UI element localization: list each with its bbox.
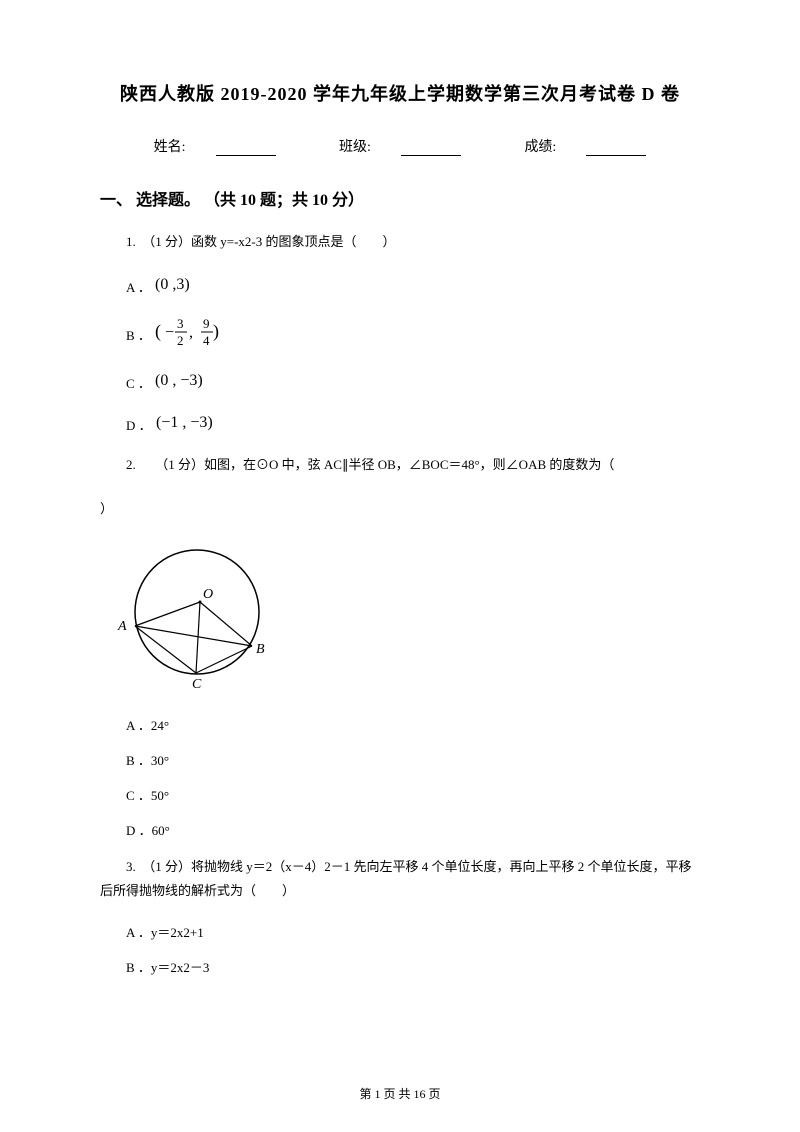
- q2-option-c: C ．50°: [126, 785, 700, 804]
- q1-a-formula: (0 ,3): [155, 273, 210, 299]
- svg-text:(−1 , −3): (−1 , −3): [156, 414, 213, 431]
- svg-text:(: (: [155, 321, 161, 342]
- svg-text:B: B: [256, 642, 265, 657]
- q3-option-a: A ．y＝2x2+1: [126, 922, 700, 941]
- svg-text:): ): [213, 321, 219, 342]
- q1-stem: 1. （1 分）函数 y=-x2-3 的图象顶点是（ ）: [100, 230, 700, 253]
- svg-text:C: C: [192, 677, 202, 690]
- q2-stem-close: ）: [74, 497, 700, 520]
- q1-option-b: B ． ( − 3 2 , 9 4 ): [126, 315, 700, 353]
- svg-text:,: ,: [189, 324, 193, 341]
- section-title: 一、 选择题。 （共 10 题；共 10 分）: [100, 186, 700, 210]
- q1-b-formula: ( − 3 2 , 9 4 ): [155, 315, 245, 353]
- svg-text:3: 3: [177, 316, 184, 331]
- svg-text:2: 2: [177, 333, 184, 348]
- q1-d-formula: (−1 , −3): [156, 411, 236, 437]
- q1-option-d: D ． (−1 , −3): [126, 411, 700, 437]
- exam-title: 陕西人教版 2019-2020 学年九年级上学期数学第三次月考试卷 D 卷: [100, 80, 700, 106]
- q2-diagram: O A B C: [100, 540, 700, 695]
- name-label: 姓名:: [139, 140, 291, 155]
- svg-text:4: 4: [203, 333, 210, 348]
- q1-option-a: A ． (0 ,3): [126, 273, 700, 299]
- svg-text:O: O: [203, 587, 213, 602]
- svg-text:A: A: [117, 619, 127, 634]
- header-fields: 姓名: 班级: 成绩:: [100, 136, 700, 156]
- q3-stem: 3. （1 分）将抛物线 y＝2（x－4）2－1 先向左平移 4 个单位长度，再…: [100, 855, 700, 902]
- q2-option-a: A ．24°: [126, 715, 700, 734]
- score-label: 成绩:: [509, 140, 661, 155]
- class-label: 班级:: [324, 140, 476, 155]
- q2-option-b: B ．30°: [126, 750, 700, 769]
- svg-text:(0 , −3): (0 , −3): [155, 372, 203, 389]
- svg-text:−: −: [165, 324, 174, 341]
- page-footer: 第 1 页 共 16 页: [0, 1085, 800, 1102]
- q1-c-formula: (0 , −3): [155, 369, 225, 395]
- svg-text:(0 ,3): (0 ,3): [155, 276, 190, 293]
- q2-option-d: D ．60°: [126, 820, 700, 839]
- svg-text:9: 9: [203, 316, 210, 331]
- q1-option-c: C ． (0 , −3): [126, 369, 700, 395]
- q2-stem: 2. （1 分）如图，在⊙O 中，弦 AC∥半径 OB，∠BOC＝48°，则∠O…: [100, 453, 700, 476]
- q3-option-b: B ．y＝2x2－3: [126, 957, 700, 976]
